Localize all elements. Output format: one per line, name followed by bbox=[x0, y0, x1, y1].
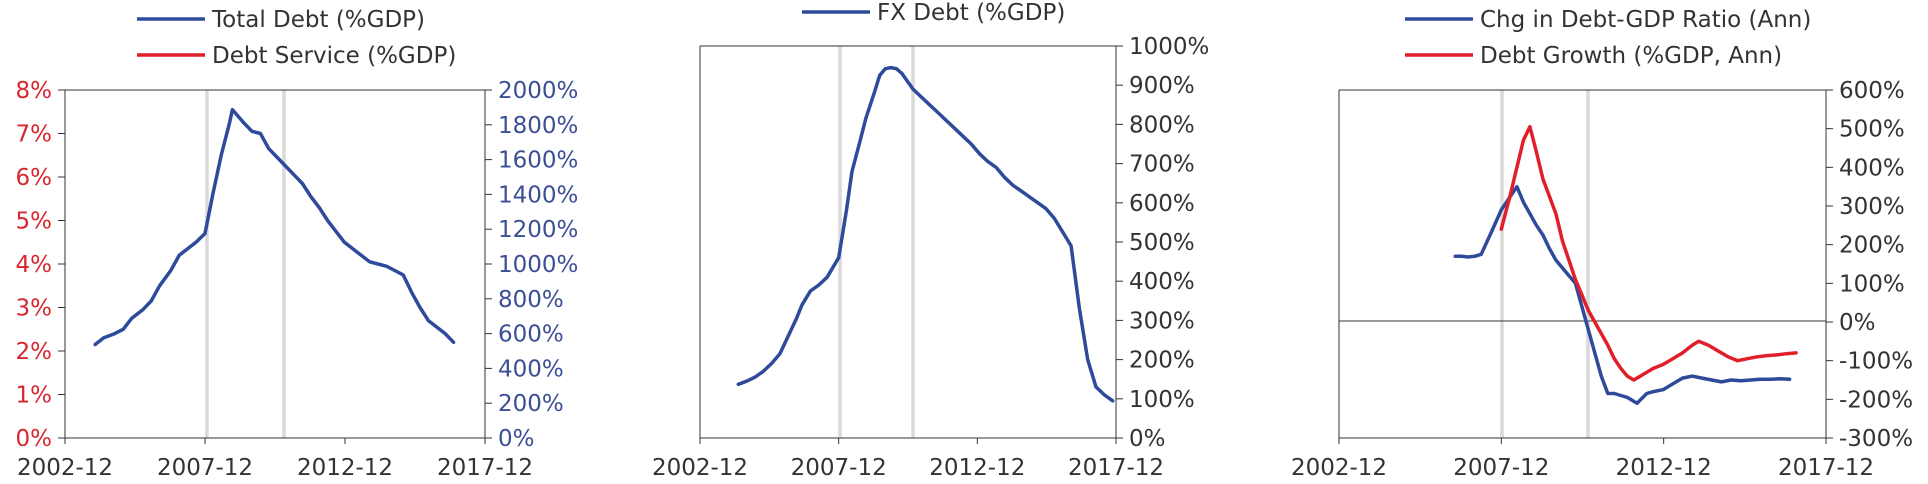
y-right-tick-label: 800% bbox=[1129, 112, 1195, 138]
y-left-tick-label: 7% bbox=[16, 122, 53, 148]
series-line-debt-growth-gdp-ann bbox=[1499, 124, 1798, 382]
legend-label-total-debt: Total Debt (%GDP) bbox=[211, 7, 425, 33]
x-tick-label: 2012-12 bbox=[297, 455, 393, 481]
y-right-tick-label: 500% bbox=[1839, 117, 1905, 143]
x-tick-label: 2012-12 bbox=[929, 455, 1025, 481]
y-right-tick-label: 300% bbox=[1129, 308, 1195, 334]
y-left-tick-label: 3% bbox=[16, 296, 53, 322]
y-right-tick-label: 300% bbox=[1839, 194, 1905, 220]
y-right-tick-label: 600% bbox=[1839, 78, 1905, 104]
x-tick-label: 2007-12 bbox=[1453, 455, 1549, 481]
legend: Total Debt (%GDP) Debt Service (%GDP) bbox=[137, 7, 456, 69]
y-left-tick-label: 6% bbox=[16, 165, 53, 191]
y-right-tick-label: -100% bbox=[1839, 349, 1913, 375]
y-right-tick-label: 600% bbox=[498, 322, 564, 348]
plot-frame bbox=[1338, 89, 1827, 439]
y-axis-left-ticks: 0% 1% 2% 3% 4% 5% 6% 7% 8% bbox=[16, 78, 65, 452]
y-left-tick-label: 2% bbox=[16, 339, 53, 365]
legend: FX Debt (%GDP) bbox=[802, 0, 1065, 26]
x-tick-label: 2002-12 bbox=[652, 455, 748, 481]
y-right-tick-label: 1000% bbox=[498, 252, 578, 278]
recession-markers bbox=[1500, 90, 1590, 438]
y-right-tick-label: 100% bbox=[1129, 387, 1195, 413]
y-right-tick-label: 0% bbox=[1129, 426, 1166, 452]
y-right-tick-label: 200% bbox=[1129, 348, 1195, 374]
series-line-fx-debt-gdp bbox=[736, 65, 1115, 403]
y-right-tick-label: 1400% bbox=[498, 182, 578, 208]
series-line-total-debt-gdp bbox=[93, 107, 456, 347]
y-left-tick-label: 5% bbox=[16, 209, 53, 235]
series-lines bbox=[1453, 124, 1798, 405]
y-left-tick-label: 8% bbox=[16, 78, 53, 104]
y-left-tick-label: 4% bbox=[16, 252, 53, 278]
x-axis-ticks: 2002-12 2007-12 2012-12 2017-12 bbox=[17, 438, 533, 481]
y-right-tick-label: 400% bbox=[498, 356, 564, 382]
y-right-tick-label: 0% bbox=[1839, 310, 1876, 336]
y-right-tick-label: 400% bbox=[1129, 269, 1195, 295]
y-right-tick-label: 900% bbox=[1129, 73, 1195, 99]
y-right-tick-label: -300% bbox=[1839, 426, 1913, 452]
recession-markers bbox=[205, 90, 286, 438]
y-right-tick-label: -200% bbox=[1839, 387, 1913, 413]
y-right-tick-label: 800% bbox=[498, 287, 564, 313]
y-axis-right-ticks: -300% -200% -100% 0% 100% 200% 300% 400% 500% 600… bbox=[1826, 78, 1913, 452]
series-lines bbox=[93, 107, 456, 347]
panel-total-debt: Total Debt (%GDP) Debt Service (%GDP) 20… bbox=[16, 7, 579, 481]
legend-label-debt-service: Debt Service (%GDP) bbox=[212, 43, 456, 69]
legend-label-chg-debt-gdp: Chg in Debt-GDP Ratio (Ann) bbox=[1480, 7, 1811, 33]
y-right-tick-label: 1600% bbox=[498, 148, 578, 174]
x-tick-label: 2017-12 bbox=[437, 455, 533, 481]
y-right-tick-label: 700% bbox=[1129, 152, 1195, 178]
x-axis-ticks: 2002-12 2007-12 2012-12 2017-12 bbox=[652, 438, 1164, 481]
x-tick-label: 2007-12 bbox=[791, 455, 887, 481]
y-right-tick-label: 1200% bbox=[498, 217, 578, 243]
y-right-tick-label: 2000% bbox=[498, 78, 578, 104]
y-axis-right-ticks: 0% 100% 200% 300% 400% 500% 600% 700% 800% 900% 10… bbox=[1116, 34, 1209, 452]
recession-markers bbox=[838, 46, 915, 438]
y-right-tick-label: 1000% bbox=[1129, 34, 1209, 60]
y-right-tick-label: 200% bbox=[498, 391, 564, 417]
x-tick-label: 2002-12 bbox=[17, 455, 113, 481]
x-tick-label: 2017-12 bbox=[1068, 455, 1164, 481]
y-left-tick-label: 1% bbox=[16, 383, 53, 409]
panel-fx-debt: FX Debt (%GDP) 2002-12 2007-12 2012-12 2017… bbox=[652, 0, 1209, 481]
y-right-tick-label: 0% bbox=[498, 426, 535, 452]
x-tick-label: 2017-12 bbox=[1778, 455, 1874, 481]
x-axis-ticks: 2002-12 2007-12 2012-12 2017-12 bbox=[1291, 438, 1874, 481]
series-lines bbox=[736, 65, 1115, 403]
legend-label-debt-growth: Debt Growth (%GDP, Ann) bbox=[1480, 43, 1782, 69]
x-tick-label: 2007-12 bbox=[157, 455, 253, 481]
y-right-tick-label: 600% bbox=[1129, 191, 1195, 217]
plot-frame bbox=[699, 45, 1117, 439]
x-tick-label: 2002-12 bbox=[1291, 455, 1387, 481]
y-left-tick-label: 0% bbox=[16, 426, 53, 452]
panel-debt-growth: Chg in Debt-GDP Ratio (Ann) Debt Growth … bbox=[1291, 7, 1913, 481]
plot-frame bbox=[64, 89, 486, 439]
y-right-tick-label: 400% bbox=[1839, 155, 1905, 181]
y-right-tick-label: 100% bbox=[1839, 271, 1905, 297]
y-axis-right-ticks: 0% 200% 400% 600% 800% 1000% 1200% 1400% 1600% 18… bbox=[485, 78, 578, 452]
legend-label-fx-debt: FX Debt (%GDP) bbox=[877, 0, 1065, 26]
y-right-tick-label: 500% bbox=[1129, 230, 1195, 256]
y-right-tick-label: 200% bbox=[1839, 233, 1905, 259]
y-right-tick-label: 1800% bbox=[498, 113, 578, 139]
x-tick-label: 2012-12 bbox=[1616, 455, 1712, 481]
legend: Chg in Debt-GDP Ratio (Ann) Debt Growth … bbox=[1405, 7, 1811, 69]
